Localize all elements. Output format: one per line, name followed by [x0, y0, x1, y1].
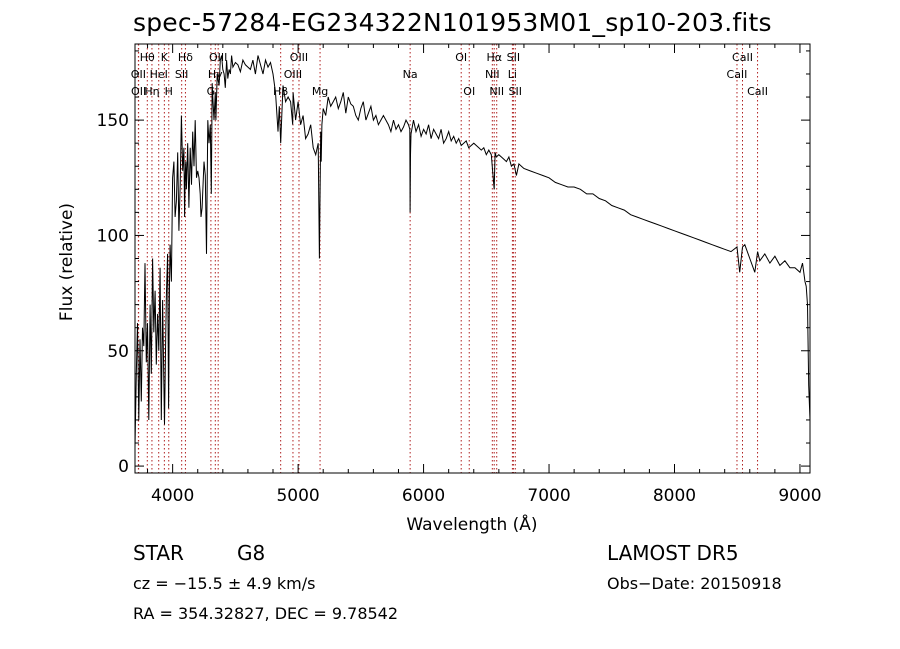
x-tick-label-4: 8000 [653, 486, 696, 506]
line-label-10: Hγ [208, 68, 223, 81]
line-label-0: Hθ [140, 51, 155, 64]
survey-label: LAMOST DR5 [607, 541, 739, 565]
subclass: G8 [237, 541, 266, 565]
object-class: STAR [133, 541, 184, 565]
y-axis-label: Flux (relative) [57, 203, 77, 321]
line-label-4: HeI [150, 68, 168, 81]
coordinates: RA = 354.32827, DEC = 9.78542 [133, 604, 399, 623]
line-label-22: SII [507, 51, 520, 64]
line-label-23: Li [508, 68, 517, 81]
line-label-26: CaII [727, 68, 748, 81]
line-label-13: OIII [284, 68, 302, 81]
chart-title: spec-57284-EG234322N101953M01_sp10-203.f… [133, 8, 772, 37]
line-label-27: CaII [747, 85, 768, 98]
plot-frame [134, 43, 811, 474]
x-tick-label-1: 5000 [276, 486, 319, 506]
line-label-18: OI [463, 85, 475, 98]
line-label-11: G [207, 85, 216, 98]
line-label-1: OII [131, 68, 146, 81]
obs-date: Obs−Date: 20150918 [607, 574, 782, 593]
line-label-17: OI [455, 51, 467, 64]
line-label-24: SII [509, 85, 522, 98]
axis-tick-labels: 4000 5000 6000 7000 8000 9000 0 50 100 150 [97, 111, 822, 506]
line-label-8: Hδ [178, 51, 193, 64]
y-tick-label-2: 100 [97, 226, 129, 246]
line-label-25: CaII [732, 51, 753, 64]
line-label-16: Na [403, 68, 418, 81]
y-tick-label-3: 150 [97, 111, 129, 131]
line-label-12: OIII [290, 51, 308, 64]
line-label-7: H [165, 85, 173, 98]
line-label-20: NII [485, 68, 500, 81]
x-tick-label-2: 6000 [402, 486, 445, 506]
axis-ticks [135, 44, 810, 473]
line-label-3: K [161, 51, 169, 64]
line-label-5: Hη [144, 85, 159, 98]
x-tick-label-0: 4000 [151, 486, 194, 506]
line-label-21: NII [489, 85, 504, 98]
x-axis-label: Wavelength (Å) [406, 513, 537, 535]
y-tick-label-1: 50 [107, 342, 129, 362]
line-label-15: Mg [312, 85, 328, 98]
x-tick-label-3: 7000 [527, 486, 570, 506]
line-label-19: Hα [486, 51, 502, 64]
line-label-6: SII [175, 68, 188, 81]
emission-line-markers [137, 44, 759, 473]
redshift-info: cz = −15.5 ± 4.9 km/s [133, 574, 316, 593]
spectrum-line [134, 55, 811, 448]
y-tick-label-0: 0 [118, 457, 129, 477]
line-label-9: OIII [209, 51, 227, 64]
x-tick-label-5: 9000 [778, 486, 821, 506]
